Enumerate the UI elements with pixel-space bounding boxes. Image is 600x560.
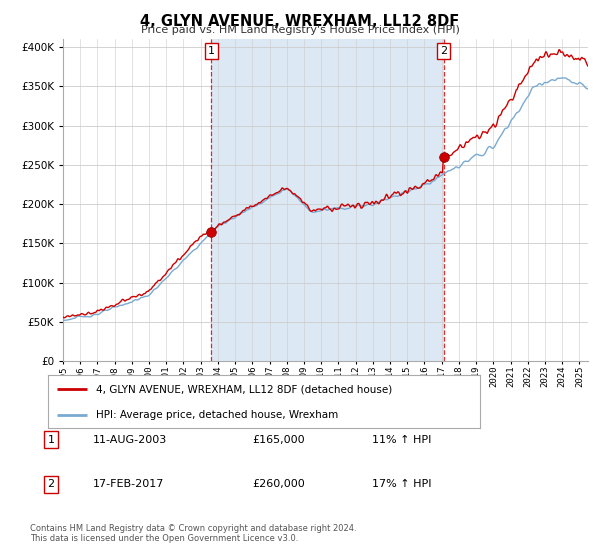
Text: 11% ↑ HPI: 11% ↑ HPI	[372, 435, 431, 445]
Text: 1: 1	[208, 46, 215, 56]
Text: 17% ↑ HPI: 17% ↑ HPI	[372, 479, 431, 489]
Text: HPI: Average price, detached house, Wrexham: HPI: Average price, detached house, Wrex…	[95, 409, 338, 419]
Text: £260,000: £260,000	[252, 479, 305, 489]
Text: £165,000: £165,000	[252, 435, 305, 445]
Text: 2: 2	[47, 479, 55, 489]
Text: Price paid vs. HM Land Registry's House Price Index (HPI): Price paid vs. HM Land Registry's House …	[140, 25, 460, 35]
Text: 4, GLYN AVENUE, WREXHAM, LL12 8DF (detached house): 4, GLYN AVENUE, WREXHAM, LL12 8DF (detac…	[95, 384, 392, 394]
Text: 17-FEB-2017: 17-FEB-2017	[93, 479, 164, 489]
Text: 1: 1	[47, 435, 55, 445]
Text: Contains HM Land Registry data © Crown copyright and database right 2024.
This d: Contains HM Land Registry data © Crown c…	[30, 524, 356, 543]
Text: 4, GLYN AVENUE, WREXHAM, LL12 8DF: 4, GLYN AVENUE, WREXHAM, LL12 8DF	[140, 14, 460, 29]
Text: 2: 2	[440, 46, 448, 56]
Text: 11-AUG-2003: 11-AUG-2003	[93, 435, 167, 445]
Bar	[211, 39, 444, 361]
